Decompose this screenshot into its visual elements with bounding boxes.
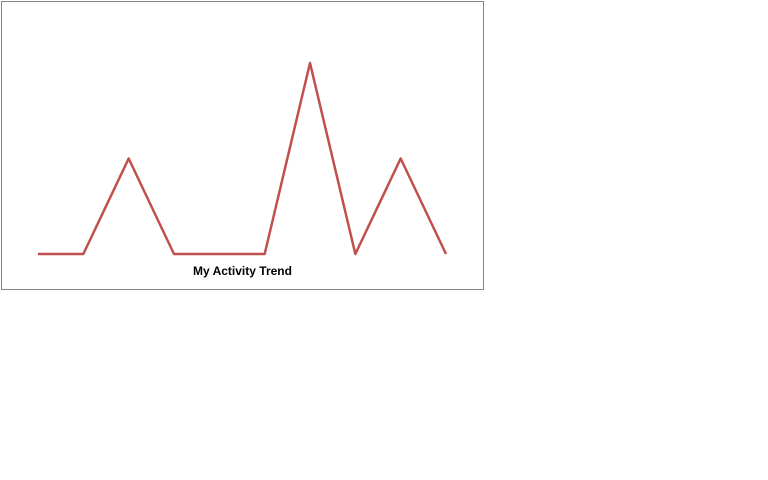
chart-area: My Activity Trend [1,1,484,290]
chart-plot [38,61,448,256]
series-line-0 [38,61,448,256]
chart-title: My Activity Trend [193,264,292,278]
